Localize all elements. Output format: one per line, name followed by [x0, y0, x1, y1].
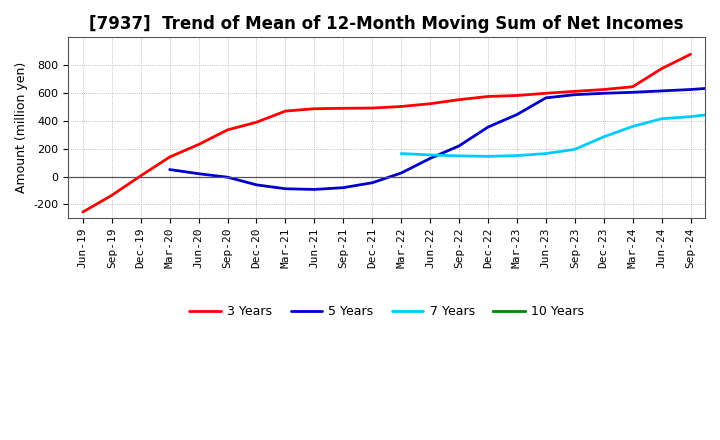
5 Years [397, 170, 405, 176]
3 Years [455, 97, 464, 103]
5 Years [455, 143, 464, 149]
5 Years [600, 91, 608, 96]
3 Years [570, 89, 579, 94]
5 Years [513, 112, 521, 117]
5 Years [339, 185, 348, 190]
3 Years [426, 101, 434, 106]
5 Years [629, 90, 637, 95]
5 Years [281, 186, 289, 191]
7 Years [686, 114, 695, 119]
Line: 3 Years: 3 Years [83, 54, 690, 212]
5 Years [570, 92, 579, 97]
7 Years [455, 153, 464, 158]
5 Years [541, 95, 550, 100]
3 Years [513, 93, 521, 98]
7 Years [426, 152, 434, 158]
5 Years [426, 156, 434, 161]
3 Years [629, 84, 637, 89]
3 Years [281, 108, 289, 114]
7 Years [629, 124, 637, 129]
5 Years [368, 180, 377, 185]
7 Years [657, 116, 666, 121]
3 Years [107, 193, 116, 198]
7 Years [397, 151, 405, 156]
5 Years [310, 187, 319, 192]
5 Years [194, 171, 203, 176]
5 Years [484, 125, 492, 130]
5 Years [252, 182, 261, 187]
3 Years [339, 106, 348, 111]
7 Years [541, 151, 550, 156]
3 Years [484, 94, 492, 99]
Line: 7 Years: 7 Years [401, 99, 720, 156]
5 Years [715, 85, 720, 90]
3 Years [397, 104, 405, 109]
Title: [7937]  Trend of Mean of 12-Month Moving Sum of Net Incomes: [7937] Trend of Mean of 12-Month Moving … [89, 15, 684, 33]
5 Years [223, 175, 232, 180]
7 Years [600, 134, 608, 139]
7 Years [513, 153, 521, 158]
3 Years [541, 91, 550, 96]
7 Years [570, 147, 579, 152]
3 Years [136, 173, 145, 179]
3 Years [600, 87, 608, 92]
5 Years [166, 167, 174, 172]
Legend: 3 Years, 5 Years, 7 Years, 10 Years: 3 Years, 5 Years, 7 Years, 10 Years [184, 301, 589, 323]
3 Years [686, 51, 695, 57]
3 Years [252, 120, 261, 125]
Y-axis label: Amount (million yen): Amount (million yen) [15, 62, 28, 194]
5 Years [657, 88, 666, 94]
Line: 5 Years: 5 Years [170, 74, 720, 190]
3 Years [194, 142, 203, 147]
3 Years [78, 209, 87, 215]
5 Years [686, 87, 695, 92]
3 Years [310, 106, 319, 111]
3 Years [223, 127, 232, 132]
3 Years [657, 66, 666, 71]
7 Years [715, 110, 720, 116]
7 Years [484, 154, 492, 159]
3 Years [166, 154, 174, 160]
3 Years [368, 106, 377, 111]
